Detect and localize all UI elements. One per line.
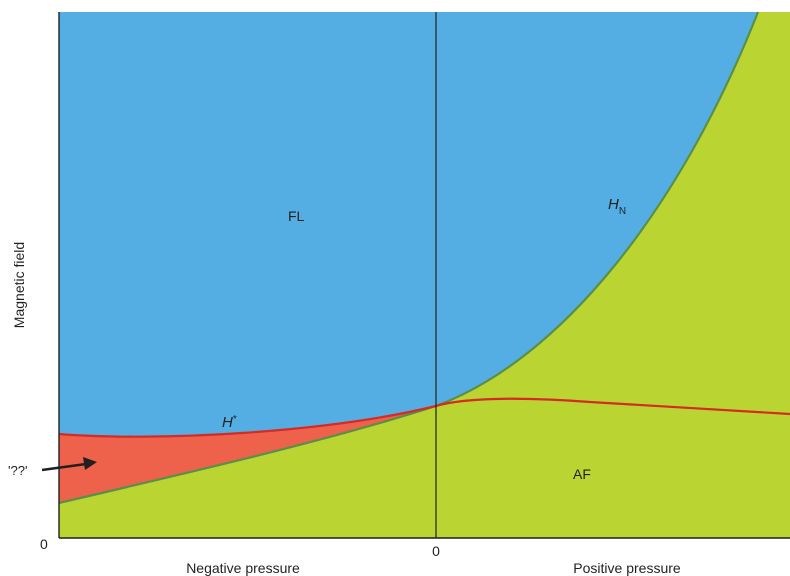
x-left-label: Negative pressure (186, 560, 300, 576)
h-star-line (58, 404, 437, 438)
y-origin-label: 0 (40, 536, 48, 552)
unknown-region (59, 406, 436, 503)
lower-boundary-line (58, 404, 437, 505)
h-n-label: HN (608, 196, 626, 217)
h-n-line (435, 11, 760, 408)
af-upper-line (435, 397, 790, 416)
h-star-label: H* (222, 414, 237, 431)
arrow-shaft (41, 462, 87, 472)
x-zero-label: 0 (432, 543, 440, 559)
arrow-head-icon (83, 457, 97, 470)
y-axis-label: Magnetic field (11, 242, 27, 328)
unknown-label: '??' (8, 463, 27, 478)
fl-label: FL (288, 208, 305, 224)
x-right-label: Positive pressure (573, 560, 681, 576)
af-region (59, 12, 790, 538)
af-label: AF (573, 466, 591, 482)
